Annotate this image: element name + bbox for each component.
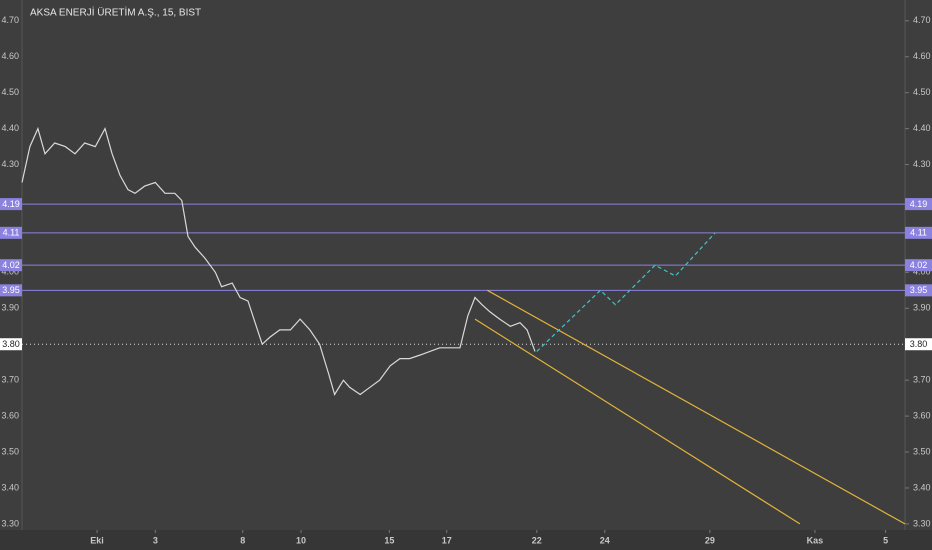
y-tick-label: 4.70 (913, 15, 931, 25)
x-tick-label: Kas (807, 535, 824, 545)
y-tick-label: 4.50 (913, 87, 931, 97)
level-label: 4.11 (3, 228, 20, 238)
level-label: 4.19 (2, 199, 20, 209)
level-label-box (0, 198, 22, 211)
drawing-line (474, 318, 801, 525)
level-label: 4.02 (910, 260, 928, 270)
chart-title: AKSA ENERJİ ÜRETİM A.Ş., 15, BIST (30, 6, 201, 19)
x-tick-label: 10 (296, 535, 306, 545)
level-label-box (905, 198, 932, 211)
x-tick-label: 24 (600, 535, 610, 545)
y-tick-label: 3.30 (1, 518, 19, 528)
y-tick-label: 4.40 (913, 123, 931, 133)
drawing-line (487, 289, 906, 525)
y-tick-label: 4.60 (1, 51, 19, 61)
level-label-box (905, 259, 932, 272)
x-tick-label: 15 (384, 535, 394, 545)
x-tick-label: Eki (90, 535, 104, 545)
level-label-box (0, 226, 22, 239)
level-label-box (905, 226, 932, 239)
level-label-box (905, 284, 932, 297)
x-axis-band (0, 530, 932, 550)
y-tick-label: 3.90 (1, 303, 19, 313)
level-label-box (905, 338, 932, 351)
x-tick-label: 17 (442, 535, 452, 545)
x-tick-label: 8 (240, 535, 245, 545)
level-label: 3.80 (2, 339, 20, 349)
level-label: 3.95 (2, 285, 20, 295)
y-tick-label: 3.90 (913, 303, 931, 313)
y-tick-label: 3.50 (1, 446, 19, 456)
level-label: 4.11 (910, 228, 927, 238)
level-label: 4.19 (910, 199, 928, 209)
x-tick-label: 5 (883, 535, 888, 545)
y-tick-label: 3.70 (1, 375, 19, 385)
level-label: 4.02 (2, 260, 20, 270)
y-tick-label: 4.70 (1, 15, 19, 25)
y-tick-label: 3.70 (913, 375, 931, 385)
y-tick-label: 3.40 (1, 482, 19, 492)
level-label-box (0, 338, 22, 351)
level-label-box (0, 284, 22, 297)
x-tick-label: 3 (153, 535, 158, 545)
y-tick-label: 3.60 (913, 410, 931, 420)
y-tick-label: 4.60 (913, 51, 931, 61)
drawing-line (536, 232, 716, 352)
level-label-box (0, 259, 22, 272)
level-label: 3.80 (910, 339, 928, 349)
y-tick-label: 3.30 (913, 518, 931, 528)
y-tick-label: 4.50 (1, 87, 19, 97)
y-tick-label: 4.00 (1, 267, 19, 277)
y-tick-label: 4.30 (913, 159, 931, 169)
y-tick-label: 4.00 (913, 267, 931, 277)
y-tick-label: 4.40 (1, 123, 19, 133)
x-tick-label: 22 (532, 535, 542, 545)
x-tick-label: 29 (705, 535, 715, 545)
y-tick-label: 3.50 (913, 446, 931, 456)
y-tick-label: 4.30 (1, 159, 19, 169)
y-tick-label: 3.40 (913, 482, 931, 492)
level-label: 3.95 (910, 285, 928, 295)
price-line (21, 126, 536, 396)
y-tick-label: 3.60 (1, 410, 19, 420)
